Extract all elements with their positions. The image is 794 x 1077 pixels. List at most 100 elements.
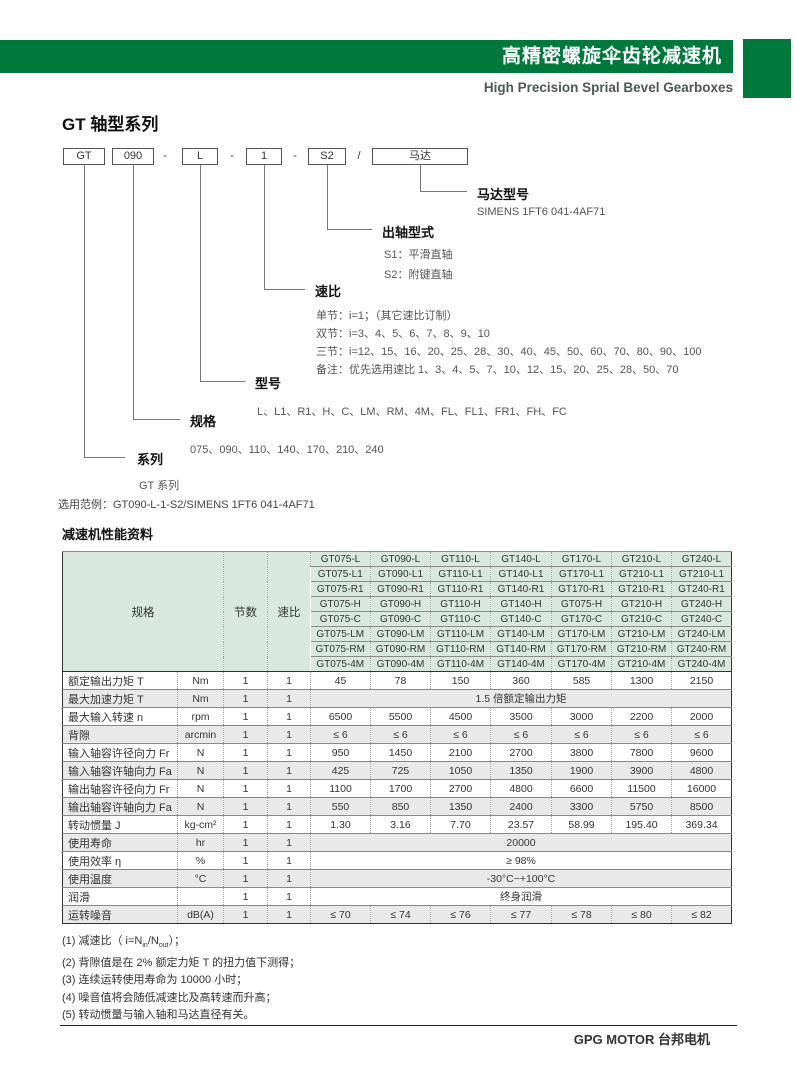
connector-size — [133, 165, 180, 420]
code-separator: - — [293, 150, 297, 162]
value-cell: ≤ 74 — [370, 905, 431, 924]
value-cell: 5500 — [370, 707, 431, 726]
table-header: 规格 节数 速比 GT075-L GT090-L GT110-L GT140-L GT170-… — [62, 551, 732, 672]
col-header-stages: 节数 — [223, 551, 268, 672]
value-cell: 2150 — [671, 671, 732, 690]
model-header-cell: GT090-C — [370, 611, 431, 627]
model-header-cell: GT075-L1 — [310, 566, 371, 582]
spec-label-cell: 背隙 — [62, 725, 178, 744]
value-cell: 6500 — [310, 707, 371, 726]
value-cell: 360 — [490, 671, 552, 690]
value-cell: 11500 — [611, 779, 672, 798]
spec-label-cell: 使用温度 — [62, 869, 178, 888]
model-header-cell: GT075-H — [551, 596, 612, 612]
unit-cell: N — [177, 779, 224, 798]
table-row: 使用效率 η% 1 1 ≥ 98% — [62, 851, 732, 870]
stages-cell: 1 — [223, 833, 268, 852]
value-cell: ≤ 6 — [671, 725, 732, 744]
anno-model-label: 型号 — [255, 376, 282, 391]
ratio-cell: 1 — [267, 833, 311, 852]
value-cell: 2200 — [611, 707, 672, 726]
model-header-cell: GT170-LM — [551, 626, 612, 642]
value-cell: ≤ 77 — [490, 905, 552, 924]
value-cell: 150 — [430, 671, 491, 690]
model-header-cell: GT090-4M — [370, 656, 431, 672]
unit-cell: % — [177, 851, 224, 870]
value-cell: 2000 — [671, 707, 732, 726]
value-cell: 4800 — [671, 761, 732, 780]
value-cell: 45 — [310, 671, 371, 690]
model-header-cell: GT075-RM — [310, 641, 371, 657]
unit-cell: N — [177, 797, 224, 816]
model-header-cell: GT110-RM — [430, 641, 491, 657]
ratio-cell: 1 — [267, 671, 311, 690]
merged-value-cell: ≥ 98% — [310, 851, 732, 870]
stages-cell: 1 — [223, 725, 268, 744]
model-header-cell: GT170-R1 — [551, 581, 612, 597]
header-title-cn: 高精密螺旋伞齿轮减速机 — [501, 46, 722, 67]
unit-cell: hr — [177, 833, 224, 852]
value-cell: 4800 — [490, 779, 552, 798]
anno-ratio-label: 速比 — [315, 284, 342, 299]
value-cell: 9600 — [671, 743, 732, 762]
value-cell: 550 — [310, 797, 371, 816]
stages-cell: 1 — [223, 797, 268, 816]
value-cell: 3500 — [490, 707, 552, 726]
table-title: 减速机性能资料 — [62, 527, 154, 542]
spec-label-cell: 使用效率 η — [62, 851, 178, 870]
value-cell: 23.57 — [490, 815, 552, 834]
anno-motor-line: SIMENS 1FT6 041-4AF71 — [477, 206, 606, 218]
connector-ratio — [264, 165, 305, 290]
ratio-cell: 1 — [267, 869, 311, 888]
spec-label-cell: 转动惯量 J — [62, 815, 178, 834]
anno-shaft-label: 出轴型式 — [382, 225, 435, 240]
anno-size-label: 规格 — [190, 414, 217, 429]
model-header-cell: GT240-L — [671, 551, 732, 567]
unit-cell: kg-cm² — [177, 815, 224, 834]
connector-series — [84, 165, 125, 458]
model-header-cell: GT170-C — [551, 611, 612, 627]
model-header-cell: GT110-4M — [430, 656, 491, 672]
value-cell: 850 — [370, 797, 431, 816]
model-header-cell: GT140-L1 — [490, 566, 552, 582]
spec-label-cell: 输入轴容许径向力 Fr — [62, 743, 178, 762]
model-header-cell: GT075-R1 — [310, 581, 371, 597]
model-header-cell: GT140-4M — [490, 656, 552, 672]
model-header-cell: GT240-R1 — [671, 581, 732, 597]
code-box-size: 090 — [112, 148, 154, 165]
connector-shaft — [327, 165, 372, 230]
model-header-cell: GT110-LM — [430, 626, 491, 642]
model-header-cell: GT140-L — [490, 551, 552, 567]
model-header-cell: GT240-RM — [671, 641, 732, 657]
table-row: 输出轴容许径向力 Fr N 1 1 1100 1700 2700 4800 6600 11500 1… — [62, 779, 732, 798]
footnotes: (1) 减速比（ i=Nin/Nout）； (2) 背隙值是在 2% 额定力矩 … — [62, 933, 300, 1025]
value-cell: ≤ 78 — [551, 905, 612, 924]
anno-ratio-line: 三节：i=12、15、16、20、25、28、30、40、45、50、60、70… — [316, 346, 702, 358]
table-row: 最大输入转速 n rpm 1 1 6500 5500 4500 3500 3000 2200 200… — [62, 707, 732, 726]
header-subtitle-en: High Precision Sprial Bevel Gearboxes — [483, 80, 733, 95]
value-cell: 1050 — [430, 761, 491, 780]
value-cell: 6600 — [551, 779, 612, 798]
model-header-cell: GT210-L1 — [611, 566, 672, 582]
value-cell: ≤ 82 — [671, 905, 732, 924]
header-bar: 高精密螺旋伞齿轮减速机 — [0, 40, 733, 73]
model-header-cell: GT090-LM — [370, 626, 431, 642]
table-row: 背隙 arcmin 1 1 ≤ 6 ≤ 6 ≤ 6 ≤ 6 ≤ 6 ≤ 6 ≤ 6 — [62, 725, 732, 744]
table-body: 额定输出力矩 T Nm 1 1 45 78 150 360 585 1300 2150 最大加速力矩 … — [62, 671, 732, 924]
unit-cell: rpm — [177, 707, 224, 726]
value-cell: 7800 — [611, 743, 672, 762]
merged-value-cell: 20000 — [310, 833, 732, 852]
value-cell: 58.99 — [551, 815, 612, 834]
value-cell: ≤ 80 — [611, 905, 672, 924]
spec-label-cell: 运转噪音 — [62, 905, 178, 924]
code-separator: - — [163, 150, 167, 162]
anno-ratio-line: 双节：i=3、4、5、6、7、8、9、10 — [316, 328, 490, 340]
stages-cell: 1 — [223, 743, 268, 762]
model-header-cell: GT140-LM — [490, 626, 552, 642]
anno-ratio-line: 单节：i=1；（其它速比订制） — [316, 310, 458, 322]
value-cell: 585 — [551, 671, 612, 690]
table-row: 最大加速力矩 T Nm 1 1 1.5 倍额定输出力矩 — [62, 689, 732, 708]
table-row: 输入轴容许轴向力 Fa N 1 1 425 725 1050 1350 1900 3900 4800 — [62, 761, 732, 780]
table-row: 输出轴容许轴向力 Fa N 1 1 550 850 1350 2400 3300 5750 8500 — [62, 797, 732, 816]
ratio-cell: 1 — [267, 725, 311, 744]
